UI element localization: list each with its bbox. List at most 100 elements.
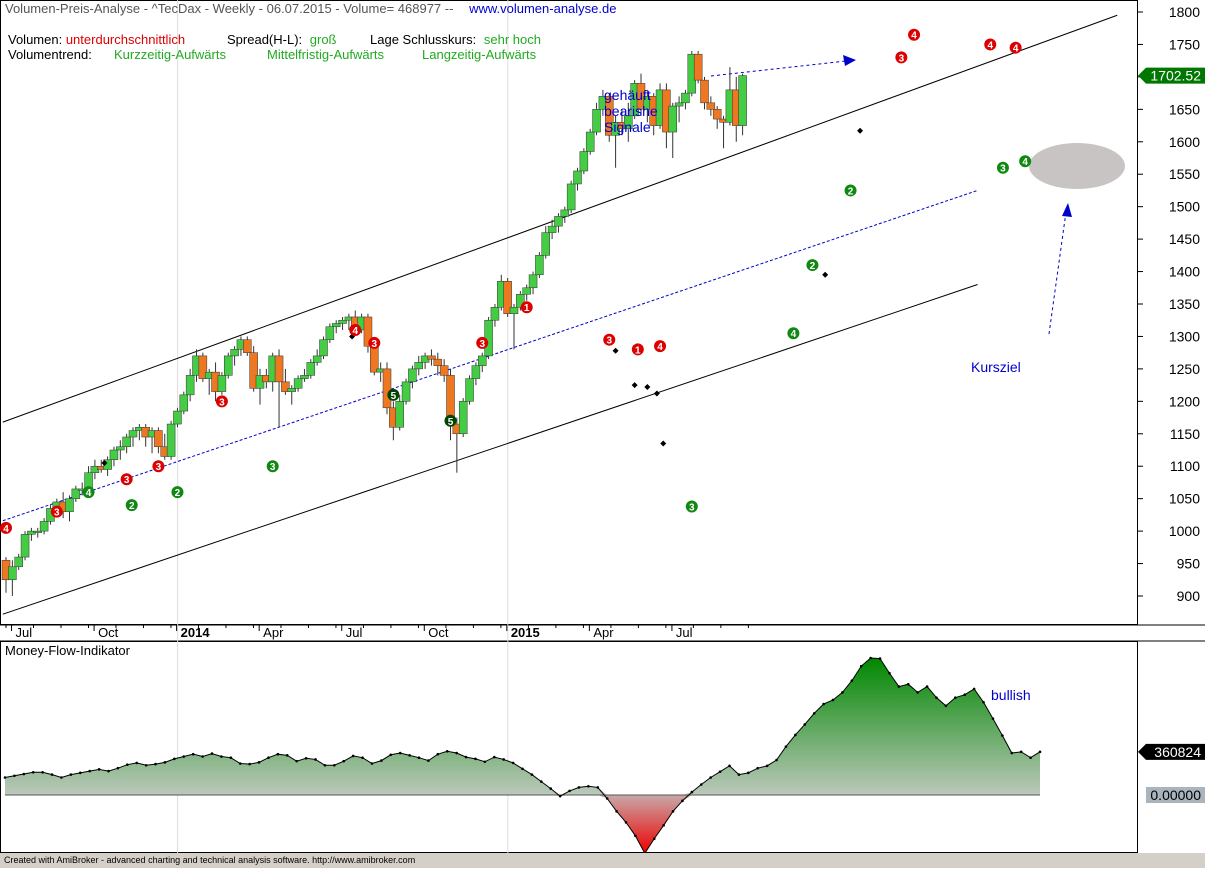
mfi-point [822,702,825,706]
signal-marker: 3 [603,333,616,347]
lower-channel-line [2,284,978,615]
candle-body [408,368,417,383]
time-tick-label: 2014 [181,625,211,640]
mfi-point [398,751,402,755]
candle-body [243,339,252,353]
candle-body [706,102,716,110]
candle-body [179,394,189,412]
site-url[interactable]: www.volumen-analyse.de [469,1,617,16]
signal-marker: 3 [996,161,1009,175]
signal-marker: 3 [215,395,228,408]
mfi-point [116,766,120,770]
volume-row: Volumen: unterdurchschnittlich [8,32,185,47]
mfi-point [690,790,694,794]
trend-short: Kurzzeitig-Aufwärts [114,47,226,62]
mfi-point [652,837,656,841]
signal-circle [984,38,997,51]
signal-circle [685,500,698,513]
mfi-point [596,786,600,789]
mfi-point [135,761,139,765]
candle-body [382,368,392,409]
candle-body [122,436,131,448]
mfi-point [521,767,524,771]
mfi-point [436,752,440,756]
mfi-point [361,756,364,759]
mfi-point [126,763,129,766]
mfi-point [163,761,167,764]
mfi-point [88,769,91,773]
candle-body [458,401,468,435]
signal-number: 3 [689,502,695,513]
candle-body [71,488,81,499]
candle-body [439,365,449,376]
trend-long: Langzeitig-Aufwärts [422,47,537,62]
mfi-point [812,712,816,715]
candle-body [14,556,23,568]
mfi-point [417,756,421,759]
signal-number: 4 [657,342,663,353]
mfi-positive-area [5,658,1040,795]
signal-marker: 4 [654,340,667,353]
signal-marker: 4 [787,327,800,340]
signal-number: 4 [791,329,797,340]
bearish-line-2: bearishe [604,103,658,119]
signal-circle [895,51,908,64]
lage-label: Lage Schlusskurs: [370,32,477,47]
signal-circle [171,486,184,499]
mfi-point [314,758,317,761]
signal-circle [215,395,228,408]
signal-marker: 3 [685,500,698,513]
mfi-point [605,797,609,800]
mfi-point [483,760,487,764]
mfi-last-label: 360824 [1154,744,1201,760]
time-tick-label: Apr [263,625,284,640]
mfi-point [634,834,637,838]
signal-circle [266,460,279,473]
price-tick-label: 1250 [1169,361,1200,377]
candle-body [39,521,49,532]
candle-body [433,358,443,366]
signal-number: 3 [899,53,905,64]
signal-number: 4 [1022,157,1028,168]
mfi-point [31,770,35,774]
mfi-point [831,698,835,702]
signal-marker: 4 [349,323,362,337]
candle-body [154,430,163,448]
signal-circle [50,505,63,518]
signal-number: 3 [156,462,162,473]
candle-body [414,362,423,370]
mfi-point [728,764,731,768]
pivot-diamond [101,459,108,466]
bearish-arrow-line [710,60,847,77]
candle-body [338,319,347,324]
candle-body [363,316,373,347]
signal-marker: 4 [82,486,95,499]
candle-body [224,355,233,376]
signal-circle [349,323,362,336]
signal-marker: 4 [0,521,12,535]
mfi-point [50,773,54,776]
signal-number: 4 [987,40,993,51]
candle-body [681,92,690,104]
signal-number: 3 [606,336,612,347]
candle-body [516,294,525,308]
signal-number: 3 [219,397,225,408]
signal-number: 2 [129,501,135,512]
price-tick-label: 1500 [1169,199,1200,215]
candle-body [585,131,595,152]
price-tick-label: 1550 [1169,166,1200,182]
volumen-label: Volumen: [8,32,63,47]
price-tick-label: 1400 [1169,264,1200,280]
mfi-point [351,754,355,758]
mfi-point [173,757,176,761]
mfi-point [295,759,298,763]
spread-row: Spread(H-L): groß [227,32,337,47]
price-tick-label: 1800 [1169,4,1200,20]
mfi-point [304,756,308,760]
mfi-point [699,783,703,786]
mfi-point [220,755,223,758]
mfi-point [257,761,261,764]
mfi-point [859,664,863,668]
target-arrow-head [1062,203,1072,217]
mfi-point [1010,751,1014,755]
